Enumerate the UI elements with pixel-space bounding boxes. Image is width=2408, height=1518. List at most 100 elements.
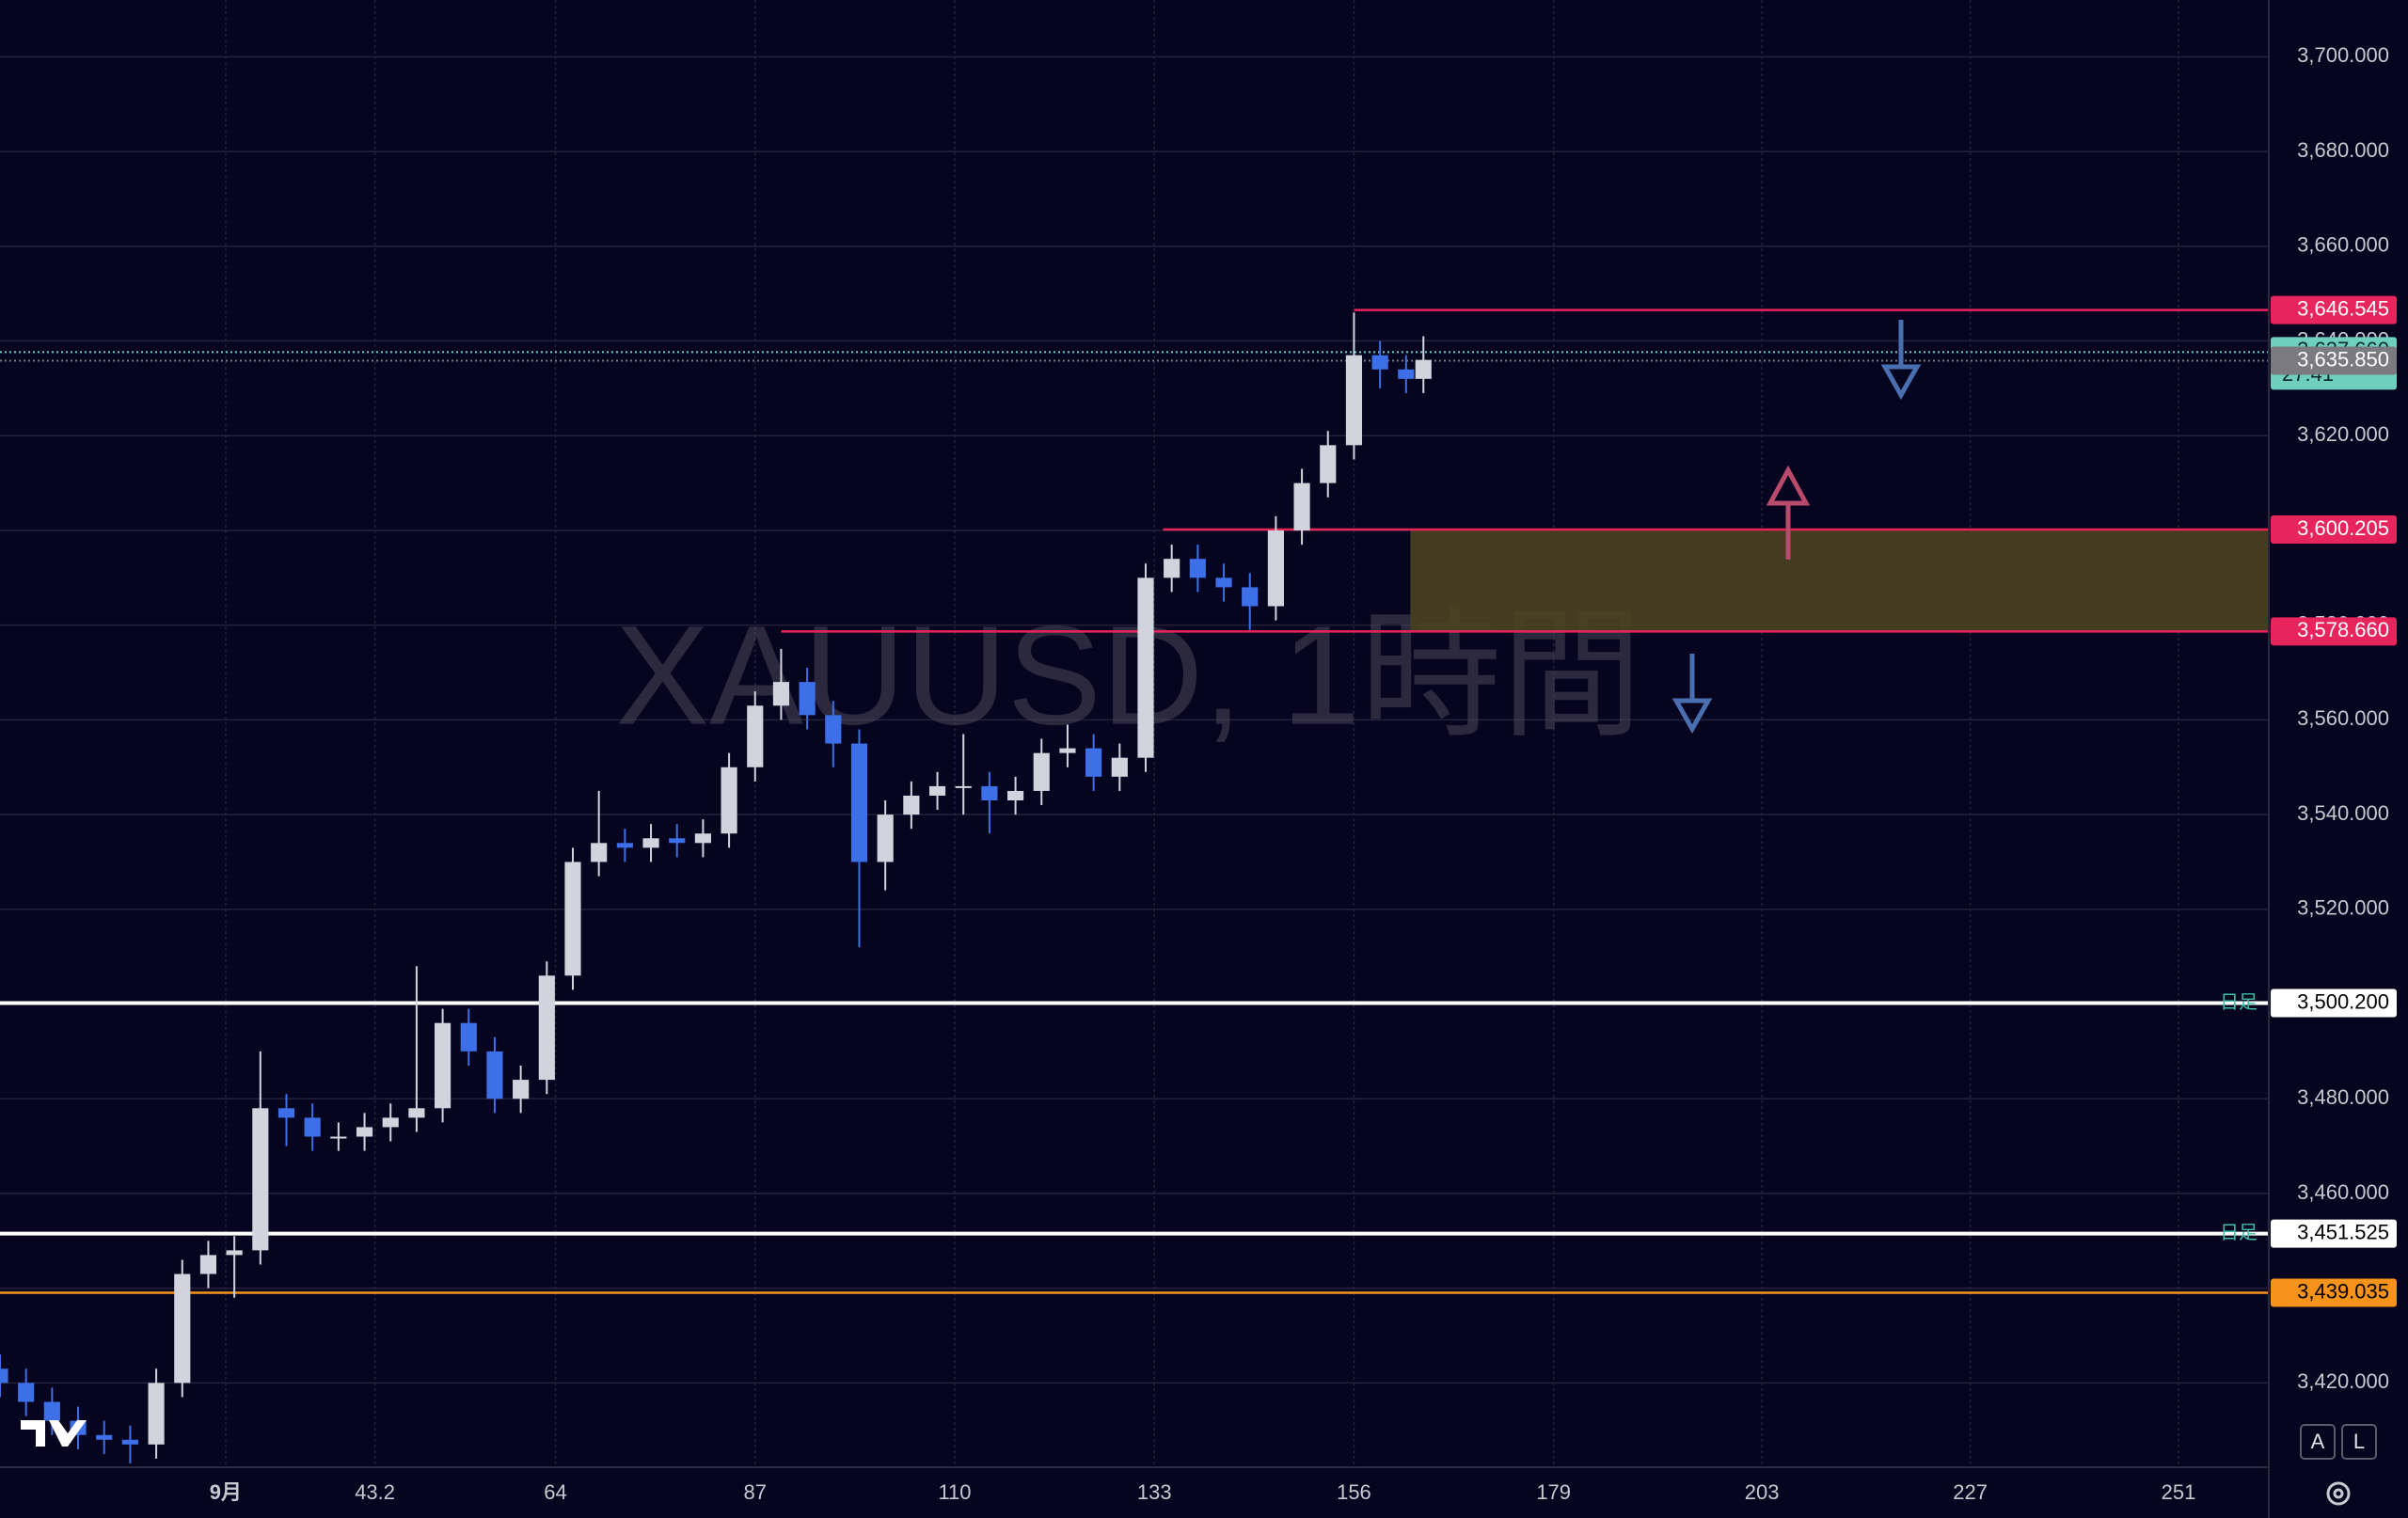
candle-body: [96, 1434, 113, 1440]
level-tag: 日足: [2220, 992, 2258, 1013]
settings-icon-center: [2333, 1488, 2344, 1499]
arrows: [1671, 320, 1922, 735]
candle-body: [460, 1022, 477, 1052]
candle-body: [43, 1401, 60, 1421]
candle-body: [772, 682, 790, 706]
x-tick-label: 133: [1137, 1480, 1172, 1504]
candle-body: [669, 838, 686, 844]
candle-body: [955, 785, 972, 788]
candle-body: [1189, 559, 1206, 578]
logo-mark: [21, 1420, 87, 1447]
price-label: 3,439.035: [2297, 1279, 2389, 1303]
candle-body: [252, 1108, 269, 1251]
price-label: 3,600.205: [2297, 516, 2389, 540]
y-tick-label: 3,480.000: [2297, 1085, 2389, 1109]
candle-body: [877, 814, 894, 862]
candle-body: [1345, 355, 1363, 446]
candle-body: [148, 1383, 165, 1445]
control-button[interactable]: [2341, 1424, 2377, 1460]
y-tick-label: 3,700.000: [2297, 43, 2389, 67]
candle-body: [616, 843, 633, 848]
settings-icon[interactable]: [2326, 1481, 2351, 1506]
candle-body: [356, 1127, 373, 1137]
price-label-box: [2271, 1219, 2397, 1248]
price-label-box: [2271, 988, 2397, 1018]
candle-body: [330, 1136, 347, 1139]
candle-body: [850, 743, 868, 862]
candle-body: [1007, 790, 1024, 801]
candle-body: [435, 1022, 452, 1109]
candle-body: [1164, 559, 1180, 578]
y-tick-label: 3,560.000: [2297, 706, 2389, 730]
x-tick-label: 227: [1953, 1480, 1988, 1504]
candle-body: [1215, 577, 1232, 588]
candle-body: [1059, 748, 1076, 753]
candle-body: [1293, 482, 1310, 530]
candle-body: [825, 715, 842, 744]
price-label: 3,646.545: [2297, 296, 2389, 320]
candle-body: [1415, 359, 1432, 379]
candle-body: [721, 767, 737, 834]
candle-body: [0, 1368, 8, 1384]
candle-body: [277, 1108, 295, 1118]
candle-body: [642, 838, 659, 848]
candle-body: [18, 1383, 35, 1402]
candle-body: [174, 1273, 191, 1384]
x-tick-label: 43.2: [355, 1480, 395, 1504]
price-label: 3,500.200: [2297, 989, 2389, 1013]
down-arrow: [1671, 654, 1713, 735]
price-label: 3,578.660: [2297, 618, 2389, 641]
zone: [1410, 529, 2269, 632]
x-tick-label: 251: [2162, 1480, 2196, 1504]
candle-body: [1320, 445, 1337, 483]
x-tick-label: 156: [1337, 1480, 1371, 1504]
candle-body: [1033, 752, 1050, 791]
y-tick-label: 3,680.000: [2297, 138, 2389, 162]
axes: 3,420.0003,440.0003,460.0003,480.0003,50…: [210, 43, 2397, 1504]
x-tick-label: 110: [938, 1480, 971, 1504]
down-arrow: [1880, 320, 1922, 401]
candle-body: [799, 682, 816, 716]
candle-body: [694, 833, 711, 844]
candle-body: [199, 1255, 217, 1274]
price-label-box: [2271, 295, 2397, 324]
candle-body: [1267, 530, 1284, 607]
control-button[interactable]: [2300, 1424, 2336, 1460]
y-tick-label: 3,540.000: [2297, 801, 2389, 825]
candle-body: [928, 785, 946, 796]
candle-body: [513, 1080, 530, 1099]
y-tick-label: 3,660.000: [2297, 233, 2389, 257]
candle-body: [226, 1250, 243, 1256]
logo: [21, 1420, 87, 1447]
candle-body: [1371, 355, 1388, 370]
price-label-box: [2271, 346, 2397, 375]
candle-body: [408, 1108, 425, 1118]
x-tick-label: 203: [1745, 1480, 1780, 1504]
candle-body: [747, 705, 764, 767]
x-tick-label: 179: [1536, 1480, 1571, 1504]
x-tick-label: 64: [544, 1480, 566, 1504]
candle-body: [591, 843, 608, 862]
candle-body: [1137, 577, 1154, 758]
candle-body: [538, 975, 555, 1081]
price-label-box: [2271, 514, 2397, 544]
candle-body: [304, 1117, 321, 1137]
candle-body: [981, 785, 998, 801]
control-label: A: [2311, 1430, 2325, 1453]
price-label: 3,635.850: [2297, 347, 2389, 371]
candle-body: [903, 795, 920, 815]
plot: [0, 308, 2269, 1463]
price-label-box: [2271, 1278, 2397, 1307]
x-tick-label: 9月: [210, 1480, 242, 1504]
candle-body: [564, 862, 581, 976]
price-label-box: [2271, 617, 2397, 646]
y-tick-label: 3,520.000: [2297, 896, 2389, 920]
level-tag: 日足: [2220, 1223, 2258, 1243]
candle-body: [1242, 587, 1259, 607]
x-tick-label: 87: [744, 1480, 767, 1504]
price-label: 3,451.525: [2297, 1220, 2389, 1243]
candle-body: [382, 1117, 399, 1128]
